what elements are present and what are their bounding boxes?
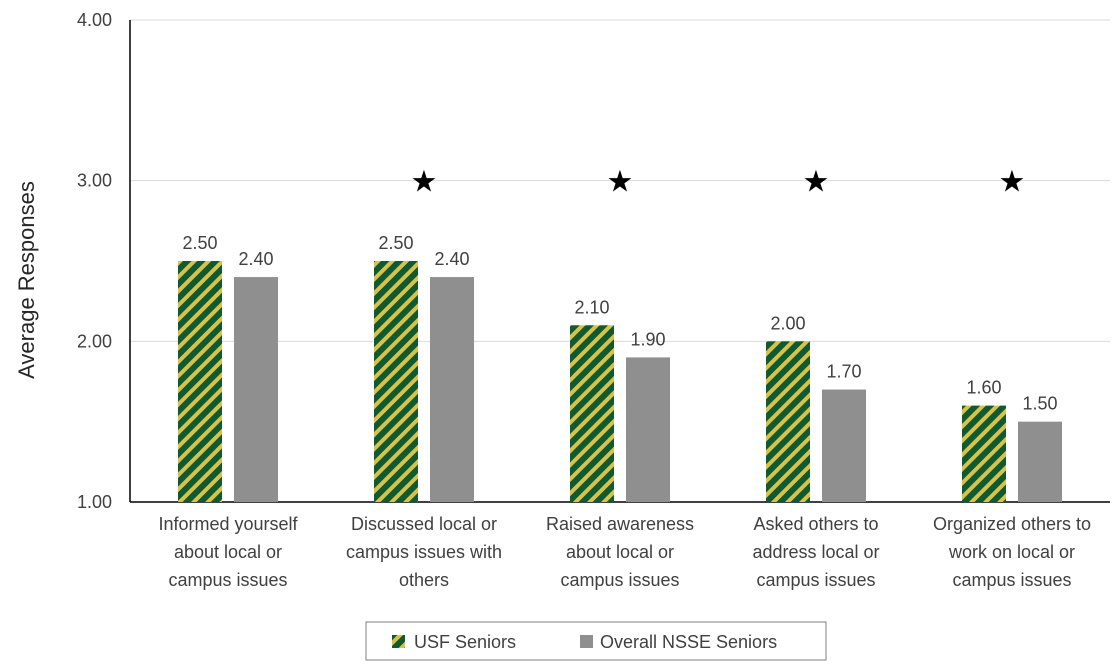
bar-overall-nsse-seniors (626, 357, 670, 502)
data-label: 2.10 (574, 297, 609, 317)
y-tick-label: 1.00 (77, 492, 112, 512)
x-tick-label: Discussed local or (351, 514, 497, 534)
data-label: 1.60 (966, 378, 1001, 398)
legend-label-usf: USF Seniors (414, 632, 516, 652)
x-tick-label: campus issues (168, 570, 287, 590)
x-tick-label: campus issues with (346, 542, 502, 562)
x-tick-label: Asked others to (753, 514, 878, 534)
y-tick-label: 4.00 (77, 10, 112, 30)
x-tick-label: campus issues (560, 570, 679, 590)
bar-overall-nsse-seniors (234, 277, 278, 502)
significance-markers: ★ ★ ★ ★ (411, 166, 1026, 199)
bar-usf-seniors (570, 325, 614, 502)
legend-swatch-nsse (580, 635, 593, 648)
legend-swatch-usf (392, 635, 405, 648)
data-label: 1.90 (630, 329, 665, 349)
bar-overall-nsse-seniors (1018, 421, 1062, 502)
x-tick-label: Raised awareness (546, 514, 694, 534)
data-label: 2.50 (182, 233, 217, 253)
x-tick-label: campus issues (952, 570, 1071, 590)
data-label: 1.70 (826, 362, 861, 382)
legend-box (365, 621, 827, 661)
bar-overall-nsse-seniors (822, 389, 866, 502)
legend: USF Seniors Overall NSSE Seniors (365, 621, 827, 661)
x-tick-label: Organized others to (933, 514, 1091, 534)
data-label: 2.40 (434, 249, 469, 269)
axes: 1.00 2.00 3.00 4.00 Informed yourself about l… (77, 10, 1110, 590)
y-tick-label: 3.00 (77, 171, 112, 191)
gridlines (130, 19, 1110, 342)
data-label: 2.40 (238, 249, 273, 269)
bar-usf-seniors (374, 261, 418, 502)
x-tick-label: address local or (752, 542, 879, 562)
bar-usf-seniors (962, 405, 1006, 502)
data-labels: 2.50 2.40 2.50 2.40 2.10 1.90 2.00 1.70 1.60 1.50 (182, 233, 1057, 414)
data-label: 2.00 (770, 313, 805, 333)
y-axis-title: Average Responses (14, 181, 39, 379)
bar-usf-seniors (766, 341, 810, 502)
y-tick-label: 2.00 (77, 331, 112, 351)
x-tick-label: about local or (566, 542, 674, 562)
significance-star-icon: ★ (411, 166, 438, 199)
x-tick-label: about local or (174, 542, 282, 562)
data-label: 1.50 (1022, 394, 1057, 414)
bars (178, 261, 1062, 502)
significance-star-icon: ★ (607, 166, 634, 199)
x-tick-label: Informed yourself (158, 514, 298, 534)
x-tick-label: campus issues (756, 570, 875, 590)
legend-label-nsse: Overall NSSE Seniors (600, 632, 777, 652)
significance-star-icon: ★ (803, 166, 830, 199)
bar-overall-nsse-seniors (430, 277, 474, 502)
x-tick-label: others (399, 570, 449, 590)
x-tick-label: work on local or (948, 542, 1075, 562)
bar-usf-seniors (178, 261, 222, 502)
significance-star-icon: ★ (999, 166, 1026, 199)
data-label: 2.50 (378, 233, 413, 253)
